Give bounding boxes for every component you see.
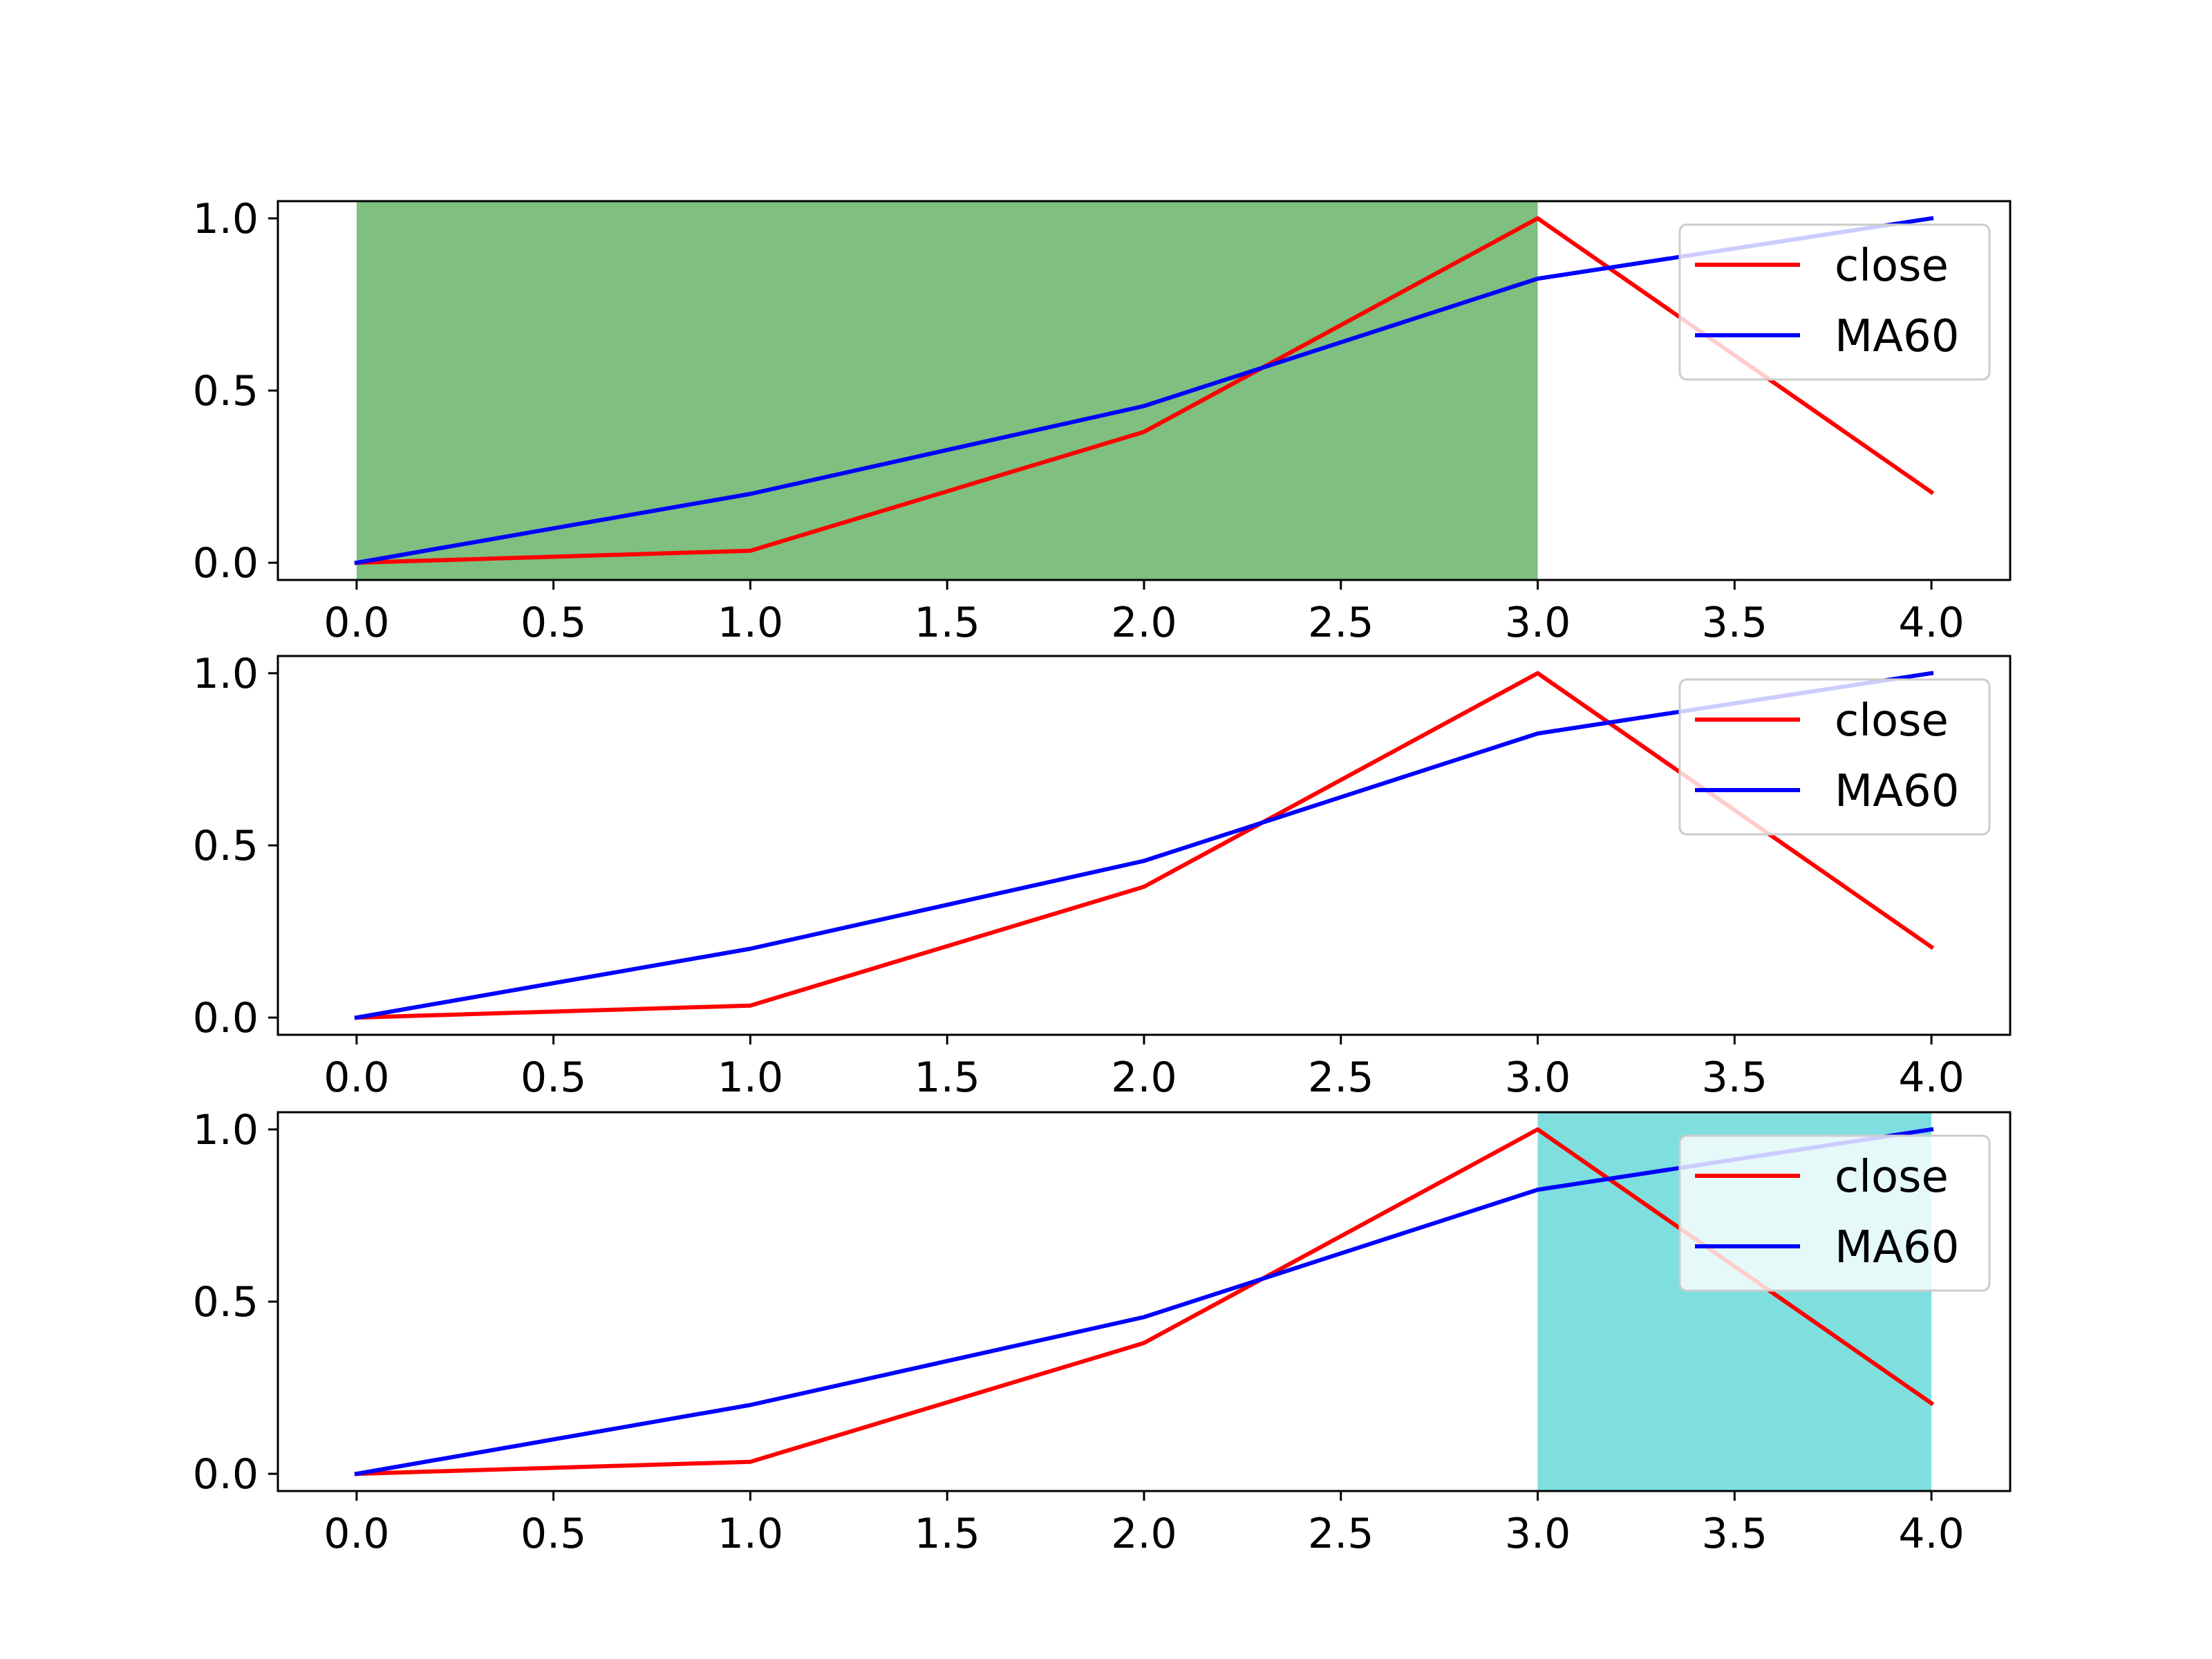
x-tick-label: 4.0 bbox=[1898, 599, 1964, 647]
legend-label: close bbox=[1835, 241, 1949, 292]
y-tick-label: 1.0 bbox=[193, 195, 259, 243]
x-tick-label: 1.5 bbox=[915, 599, 980, 647]
x-tick-label: 2.0 bbox=[1111, 599, 1177, 647]
y-tick-label: 0.5 bbox=[193, 367, 259, 415]
series-line-ma60 bbox=[354, 1127, 1934, 1477]
legend: close MA60 bbox=[1678, 678, 1991, 836]
x-tick-label: 0.0 bbox=[324, 1053, 389, 1102]
legend-label: close bbox=[1835, 1152, 1949, 1203]
x-tick-label: 2.0 bbox=[1111, 1053, 1177, 1102]
x-tick-label: 3.5 bbox=[1702, 1053, 1768, 1102]
y-tick-label: 1.0 bbox=[193, 650, 259, 698]
legend-label: MA60 bbox=[1835, 766, 1959, 817]
legend-label: MA60 bbox=[1835, 311, 1959, 362]
y-tick-label: 1.0 bbox=[193, 1106, 259, 1154]
x-tick-label: 1.0 bbox=[718, 599, 783, 647]
x-tick-label: 3.0 bbox=[1505, 1510, 1571, 1558]
subplot-3: 0.0 0.5 1.0 1.5 2.0 2.5 3.0 3.5 4.0 0.0 0.5 1.0 clos… bbox=[193, 1106, 2012, 1558]
series-line-close bbox=[354, 216, 1935, 565]
x-tick-label: 0.5 bbox=[521, 1510, 586, 1558]
x-tick-label: 0.5 bbox=[521, 1053, 586, 1102]
x-tick-label: 1.0 bbox=[718, 1510, 783, 1558]
x-tick-label: 2.0 bbox=[1111, 1510, 1177, 1558]
y-tick-label: 0.5 bbox=[193, 1278, 259, 1327]
legend-label: close bbox=[1835, 695, 1949, 747]
subplot-1: 0.0 0.5 1.0 1.5 2.0 2.5 3.0 3.5 4.0 0.0 0.5 1.0 clos… bbox=[193, 195, 2012, 647]
series-line-close bbox=[354, 671, 1935, 1020]
y-tick-label: 0.5 bbox=[193, 822, 259, 870]
x-tick-label: 3.0 bbox=[1505, 1053, 1571, 1102]
legend: close MA60 bbox=[1678, 1134, 1991, 1292]
x-tick-label: 4.0 bbox=[1898, 1510, 1964, 1558]
y-tick-label: 0.0 bbox=[193, 994, 259, 1042]
x-tick-label: 0.0 bbox=[324, 599, 389, 647]
series-line-close bbox=[354, 1127, 1935, 1477]
x-tick-label: 2.5 bbox=[1308, 1510, 1374, 1558]
y-tick-label: 0.0 bbox=[193, 1450, 259, 1499]
x-tick-label: 2.5 bbox=[1308, 1053, 1374, 1102]
x-tick-label: 0.0 bbox=[324, 1510, 389, 1558]
shaded-span bbox=[356, 201, 1538, 580]
x-tick-label: 1.5 bbox=[915, 1510, 980, 1558]
x-tick-label: 4.0 bbox=[1898, 1053, 1964, 1102]
series-line-ma60 bbox=[354, 671, 1934, 1020]
x-tick-label: 3.5 bbox=[1702, 1510, 1768, 1558]
y-tick-label: 0.0 bbox=[193, 539, 259, 588]
x-tick-label: 1.0 bbox=[718, 1053, 783, 1102]
legend: close MA60 bbox=[1678, 223, 1991, 381]
x-tick-label: 3.0 bbox=[1505, 599, 1571, 647]
x-tick-label: 1.5 bbox=[915, 1053, 980, 1102]
x-tick-label: 0.5 bbox=[521, 599, 586, 647]
x-tick-label: 2.5 bbox=[1308, 599, 1374, 647]
subplot-2: 0.0 0.5 1.0 1.5 2.0 2.5 3.0 3.5 4.0 0.0 0.5 1.0 clos… bbox=[193, 650, 2012, 1102]
series-line-ma60 bbox=[354, 216, 1934, 565]
x-tick-label: 3.5 bbox=[1702, 599, 1768, 647]
legend-label: MA60 bbox=[1835, 1222, 1959, 1273]
